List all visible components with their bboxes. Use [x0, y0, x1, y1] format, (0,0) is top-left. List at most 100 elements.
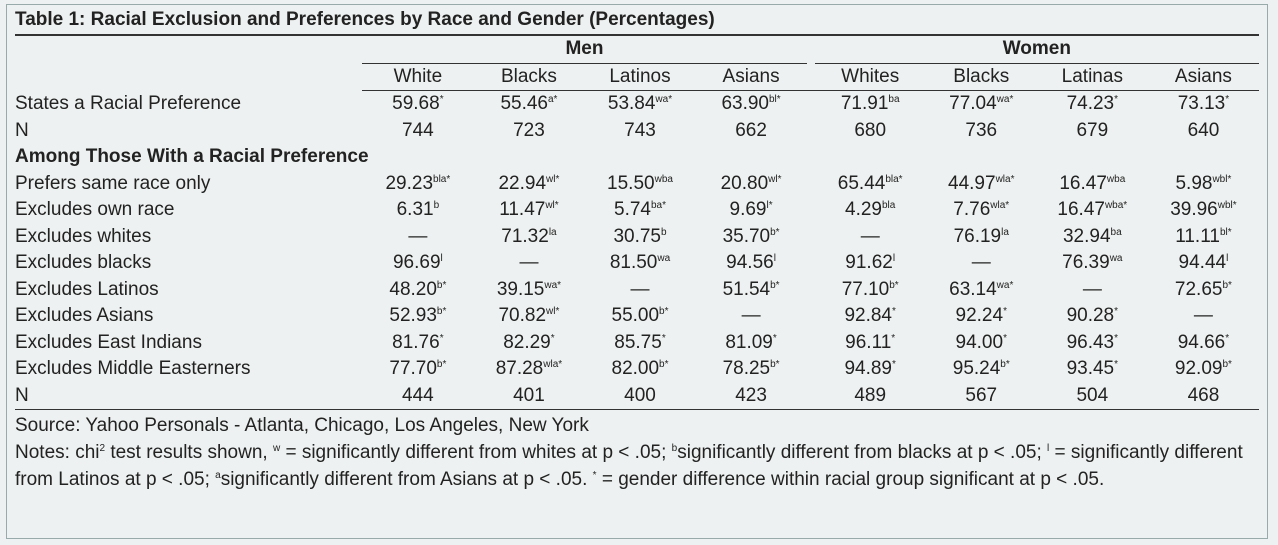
cell-value: 82.29: [503, 331, 551, 353]
cell: 16.47wba*: [1037, 197, 1148, 224]
cell-value: 63.14: [949, 278, 997, 300]
cell: 39.15wa*: [473, 277, 584, 304]
cell-value: 71.32: [501, 225, 549, 247]
cell: 85.75*: [584, 330, 695, 357]
section-header: Among Those With a Racial Preference: [15, 146, 369, 168]
cell-value: —: [971, 252, 991, 274]
cell-value: 92.84: [844, 305, 892, 327]
cell: 32.94ba: [1037, 224, 1148, 251]
table-row: Excludes East Indians 81.76* 82.29* 85.75* 8…: [15, 330, 1259, 357]
cell: 81.76*: [362, 330, 473, 357]
cell-value: 78.25: [722, 358, 771, 380]
group-header: Women: [814, 36, 1259, 64]
spacer: [807, 277, 815, 304]
cell: 94.66*: [1148, 330, 1259, 357]
cell: 81.09*: [696, 330, 807, 357]
spacer: [807, 197, 815, 224]
note-text: Notes: chi: [15, 442, 100, 463]
cell-value: 92.09: [1174, 358, 1223, 380]
note-superscript: 2: [99, 443, 106, 454]
cell-value: 70.82: [498, 305, 547, 327]
cell-superscript: wl*: [546, 173, 560, 185]
cell-value: 39.15: [496, 278, 545, 300]
cell-value: 95.24: [952, 358, 1001, 380]
cell: 71.32la: [473, 224, 584, 251]
cell-superscript: b*: [436, 306, 447, 318]
cell-superscript: l: [440, 253, 443, 265]
cell-value: 81.50: [609, 252, 658, 274]
column-header-row: White Blacks Latinos Asians Whites Blacks Lati…: [15, 63, 1259, 91]
cell: 92.24*: [926, 303, 1037, 330]
cell-value: 52.93: [389, 305, 437, 327]
cell-value: 81.09: [725, 331, 773, 353]
cell-superscript: *: [550, 332, 555, 344]
cell: 20.80wl*: [696, 171, 807, 198]
row-label: Prefers same race only: [15, 172, 211, 194]
cell-value: 96.69: [392, 252, 441, 274]
table-row: Excludes whites —71.32la 30.75b 35.70b* —76.…: [15, 224, 1259, 251]
cell: 7.76wla*: [926, 197, 1037, 224]
spacer: [807, 91, 815, 118]
cell-superscript: *: [1114, 306, 1119, 318]
cell: 39.96wbl*: [1148, 197, 1259, 224]
cell-value: 30.75: [613, 225, 661, 247]
group-header-row: Men Women: [15, 36, 1259, 64]
spacer: [807, 171, 815, 198]
cell-value: 15.50: [607, 172, 655, 194]
cell: 81.50wa: [584, 250, 695, 277]
cell-value: 55.00: [611, 305, 660, 327]
cell-superscript: bla*: [433, 173, 451, 185]
cell-superscript: *: [892, 306, 896, 318]
cell-value: 22.94: [498, 172, 547, 194]
cell: 444: [362, 382, 474, 410]
table-row: Excludes blacks 96.69l —81.50wa 94.56l 91.62…: [15, 250, 1259, 277]
cell-value: 73.13: [1177, 93, 1226, 115]
cell: 59.68*: [362, 91, 473, 118]
cell-superscript: *: [1114, 332, 1119, 344]
cell-value: —: [408, 225, 428, 247]
cell-superscript: b*: [770, 279, 780, 291]
cell: 736: [965, 119, 998, 141]
cell-value: —: [1193, 305, 1213, 327]
cell-superscript: b*: [770, 226, 780, 238]
blank: [15, 36, 362, 63]
cell: 22.94wl*: [473, 171, 584, 198]
cell-superscript: bla*: [885, 173, 903, 185]
cell: 468: [1147, 382, 1259, 410]
spacer: [807, 303, 815, 330]
cell-value: 55.46: [500, 93, 548, 115]
cell: 65.44bla*: [815, 171, 926, 198]
cell: 30.75b: [584, 224, 695, 251]
cell: 87.28wla*: [473, 356, 584, 383]
row-label: Excludes Asians: [15, 305, 154, 327]
cell-value: 5.98: [1175, 172, 1213, 194]
cell-superscript: wbl*: [1217, 200, 1237, 212]
column-header: Blacks: [473, 63, 585, 91]
note-superscript: a: [215, 470, 221, 481]
cell-superscript: *: [661, 332, 666, 344]
spacer: [807, 356, 815, 383]
cell: 6.31b: [362, 197, 473, 224]
cell-value: 29.23: [385, 172, 434, 194]
cell: 489: [814, 382, 926, 410]
cell-superscript: ba: [888, 94, 900, 106]
spacer: [807, 330, 815, 357]
cell-superscript: b*: [659, 306, 669, 318]
cell-value: 6.31: [396, 199, 434, 221]
cell: 74.23*: [1037, 91, 1148, 118]
cell-superscript: bl*: [768, 94, 781, 106]
cell-superscript: l: [773, 253, 776, 265]
row-label: Excludes whites: [15, 225, 152, 247]
cell: 82.00b*: [584, 356, 695, 383]
cell: 70.82wl*: [473, 303, 584, 330]
cell: 640: [1187, 119, 1220, 141]
cell-value: 87.28: [495, 358, 544, 380]
cell: 5.98wbl*: [1148, 171, 1259, 198]
cell: 63.14wa*: [926, 277, 1037, 304]
cell: 44.97wla*: [926, 171, 1037, 198]
cell-superscript: wa: [657, 253, 671, 265]
cell: 94.00*: [926, 330, 1037, 357]
cell-superscript: la: [548, 226, 557, 238]
cell-superscript: bla: [882, 200, 896, 212]
cell-value: 35.70: [722, 225, 771, 247]
